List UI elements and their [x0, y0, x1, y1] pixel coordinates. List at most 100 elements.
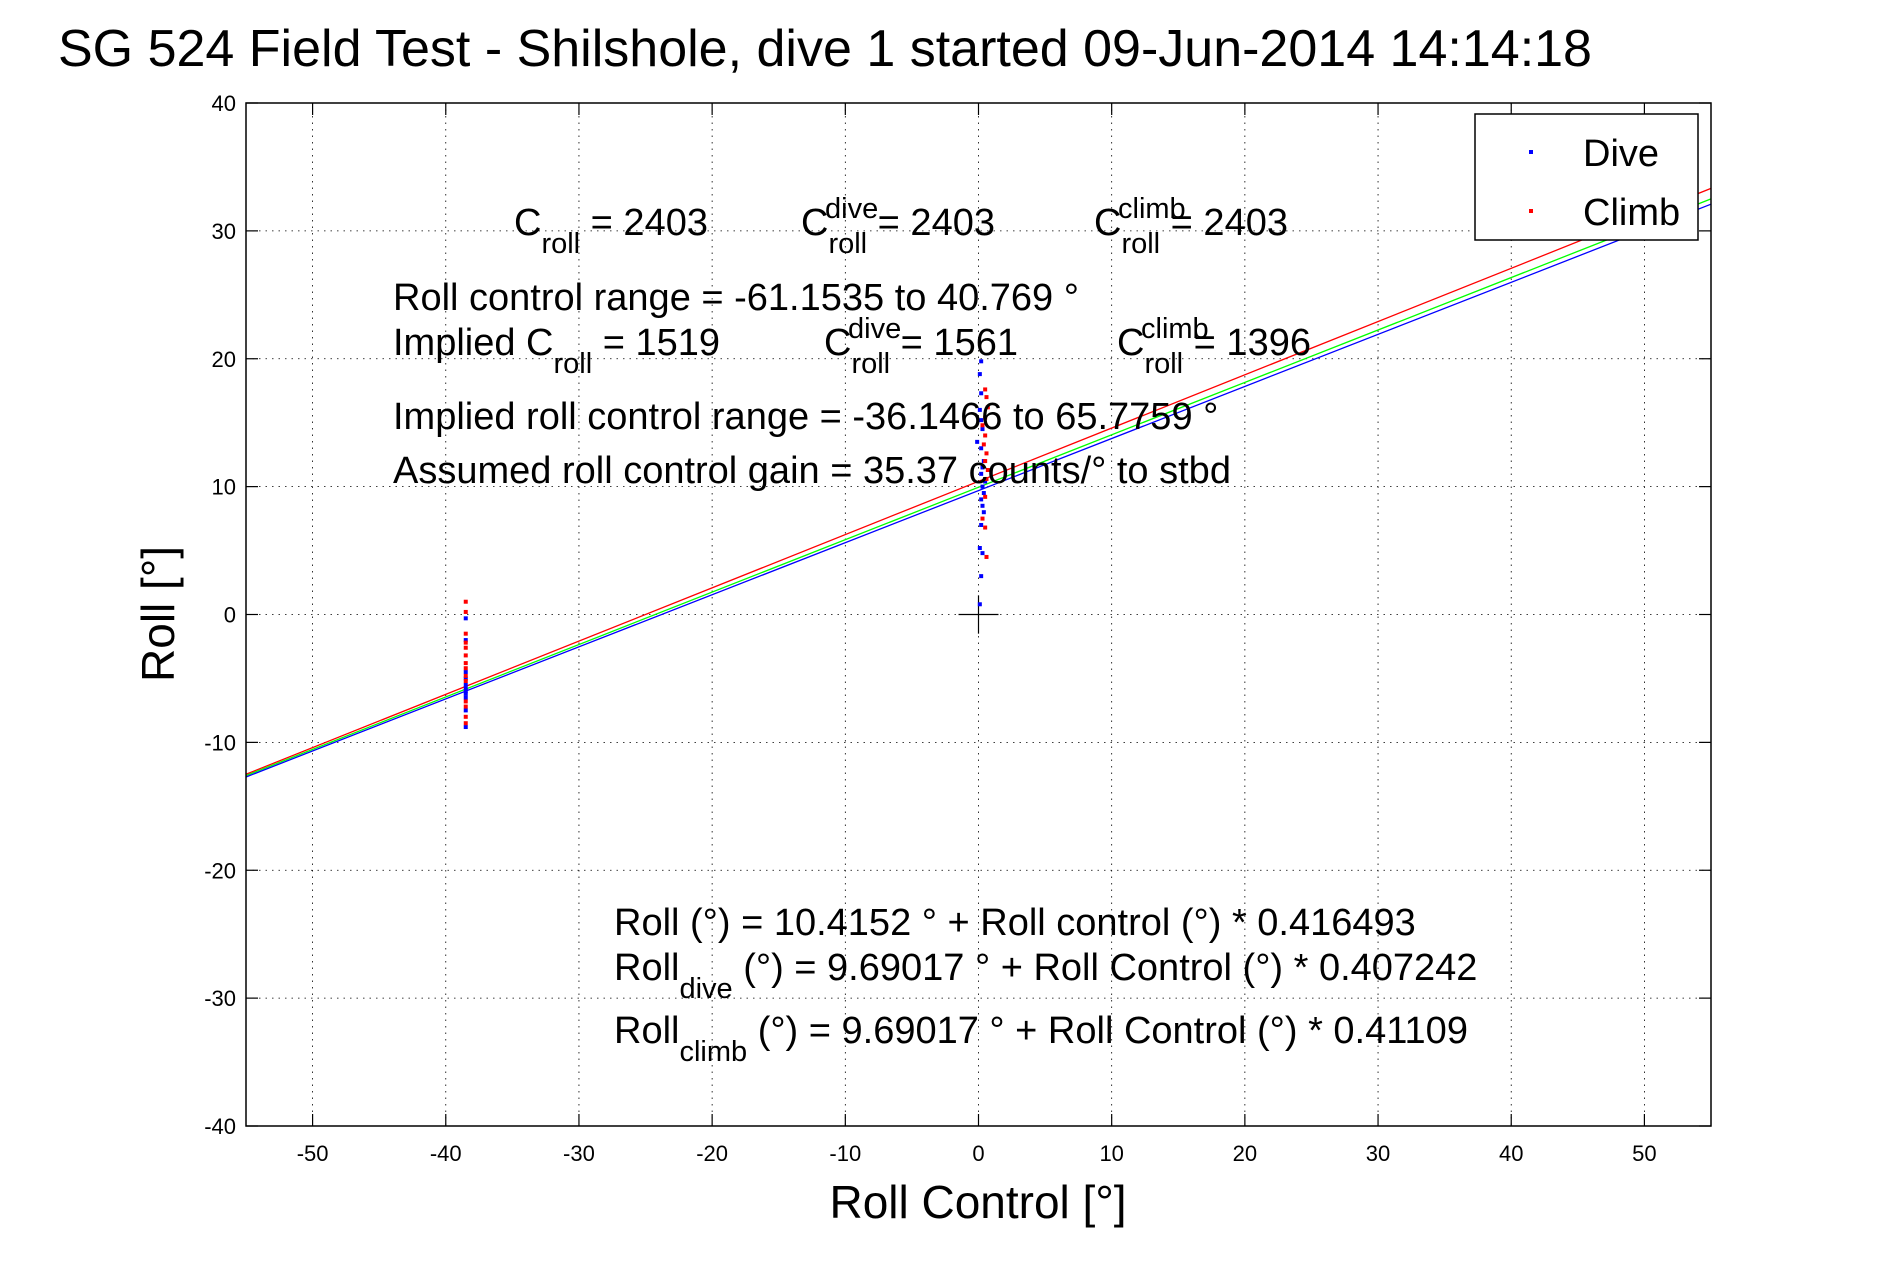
data-point [977, 546, 982, 551]
x-tick-label: -50 [297, 1141, 329, 1166]
data-point [463, 638, 468, 643]
c-roll-annotation-superscript: dive [825, 193, 878, 225]
legend-label: Climb [1583, 192, 1680, 234]
x-tick-label: 10 [1099, 1141, 1123, 1166]
data-point [981, 510, 986, 515]
y-tick-label: 30 [212, 219, 236, 244]
data-point [981, 491, 986, 496]
data-point [463, 699, 468, 704]
x-tick-label: 20 [1233, 1141, 1257, 1166]
roll-control-range-annotation: Roll control range = -61.1535 to 40.769 … [393, 277, 1079, 319]
data-point [983, 387, 988, 392]
data-point [981, 442, 986, 447]
y-axis-title: Roll [°] [132, 546, 184, 682]
data-point [463, 645, 468, 650]
data-point [979, 497, 984, 502]
data-point [983, 459, 988, 464]
fit-line [245, 187, 1712, 775]
x-tick-label: 40 [1499, 1141, 1523, 1166]
y-tick-label: -40 [204, 1114, 236, 1139]
data-point [463, 714, 468, 719]
data-point [977, 372, 982, 377]
implied-c-roll-annotation-superscript: dive [848, 313, 901, 345]
c-roll-annotation: Croll = 2403 [514, 202, 708, 260]
data-point [983, 479, 988, 484]
fit-lines [245, 187, 1712, 778]
fit-dive-annotation: Rolldive (°) = 9.69017 ° + Roll Control … [614, 947, 1477, 1005]
data-point [980, 423, 985, 428]
data-point [984, 451, 989, 456]
fit-climb-annotation: Rollclimb (°) = 9.69017 ° + Roll Control… [614, 1010, 1468, 1068]
data-point [983, 494, 988, 499]
data-point [980, 484, 985, 489]
data-point [980, 516, 985, 521]
implied-c-roll-annotation: Croll = 1561 [824, 322, 1018, 380]
c-roll-annotation: Croll = 2403 [801, 202, 995, 260]
y-tick-label: 20 [212, 347, 236, 372]
data-point [463, 695, 468, 700]
fit-line [245, 203, 1712, 778]
data-point [984, 395, 989, 400]
x-axis-title: Roll Control [°] [829, 1176, 1126, 1228]
data-point [463, 691, 468, 696]
data-point [463, 676, 468, 681]
data-point [463, 725, 468, 730]
data-point [979, 391, 984, 396]
data-point [463, 704, 468, 709]
grid-lines [246, 102, 1711, 1127]
data-points [463, 359, 990, 730]
origin-marker [958, 595, 999, 634]
x-tick-label: -30 [563, 1141, 595, 1166]
data-point [463, 689, 468, 694]
data-point [979, 418, 984, 423]
data-point [463, 670, 468, 675]
data-point [977, 602, 982, 607]
data-point [983, 433, 988, 438]
data-point [463, 653, 468, 658]
data-point [984, 554, 989, 559]
data-point [980, 427, 985, 432]
data-point [463, 609, 468, 614]
data-point [463, 666, 468, 671]
implied-c-roll-annotation: Implied Croll = 1519 [393, 322, 720, 380]
legend-label: Dive [1583, 133, 1659, 175]
data-point [463, 721, 468, 726]
legend-marker [1529, 150, 1533, 154]
c-roll-annotation-superscript: climb [1118, 193, 1186, 225]
y-tick-label: -10 [204, 730, 236, 755]
legend-marker [1529, 209, 1533, 213]
data-point [979, 359, 984, 364]
implied-c-roll-annotation: Croll = 1396 [1117, 322, 1311, 380]
data-point [980, 465, 985, 470]
data-point [463, 661, 468, 666]
y-tick-label: -30 [204, 986, 236, 1011]
y-tick-label: 0 [224, 603, 236, 628]
data-point [979, 574, 984, 579]
c-roll-annotation: Croll = 2403 [1094, 202, 1288, 260]
plot-area [245, 102, 1712, 1127]
x-tick-label: -10 [829, 1141, 861, 1166]
data-point [983, 525, 988, 530]
data-point [463, 673, 468, 678]
fit-all-annotation: Roll (°) = 10.4152 ° + Roll control (°) … [614, 902, 1416, 944]
x-tick-label: 0 [972, 1141, 984, 1166]
data-point [463, 616, 468, 621]
y-tick-label: -20 [204, 858, 236, 883]
x-tick-label: -20 [696, 1141, 728, 1166]
implied-range-annotation: Implied roll control range = -36.1466 to… [393, 396, 1218, 438]
data-point [463, 682, 468, 687]
legend: Dive Climb [1474, 113, 1699, 241]
data-point [975, 439, 980, 444]
axis-ticks [246, 102, 1711, 1127]
data-point [463, 686, 468, 691]
x-tick-label: -40 [430, 1141, 462, 1166]
gain-annotation: Assumed roll control gain = 35.37 counts… [393, 450, 1231, 492]
x-tick-label: 30 [1366, 1141, 1390, 1166]
tick-labels: -50 -40 -30 -20 -10 0 10 20 30 40 50 -40 -30 -20 -10 0 1… [204, 91, 1656, 1166]
implied-c-roll-annotation-superscript: climb [1141, 313, 1209, 345]
data-point [985, 468, 990, 473]
data-point [463, 640, 468, 645]
data-point [980, 551, 985, 556]
data-point [979, 446, 984, 451]
